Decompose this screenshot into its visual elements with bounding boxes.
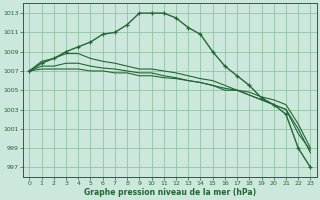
X-axis label: Graphe pression niveau de la mer (hPa): Graphe pression niveau de la mer (hPa) xyxy=(84,188,256,197)
